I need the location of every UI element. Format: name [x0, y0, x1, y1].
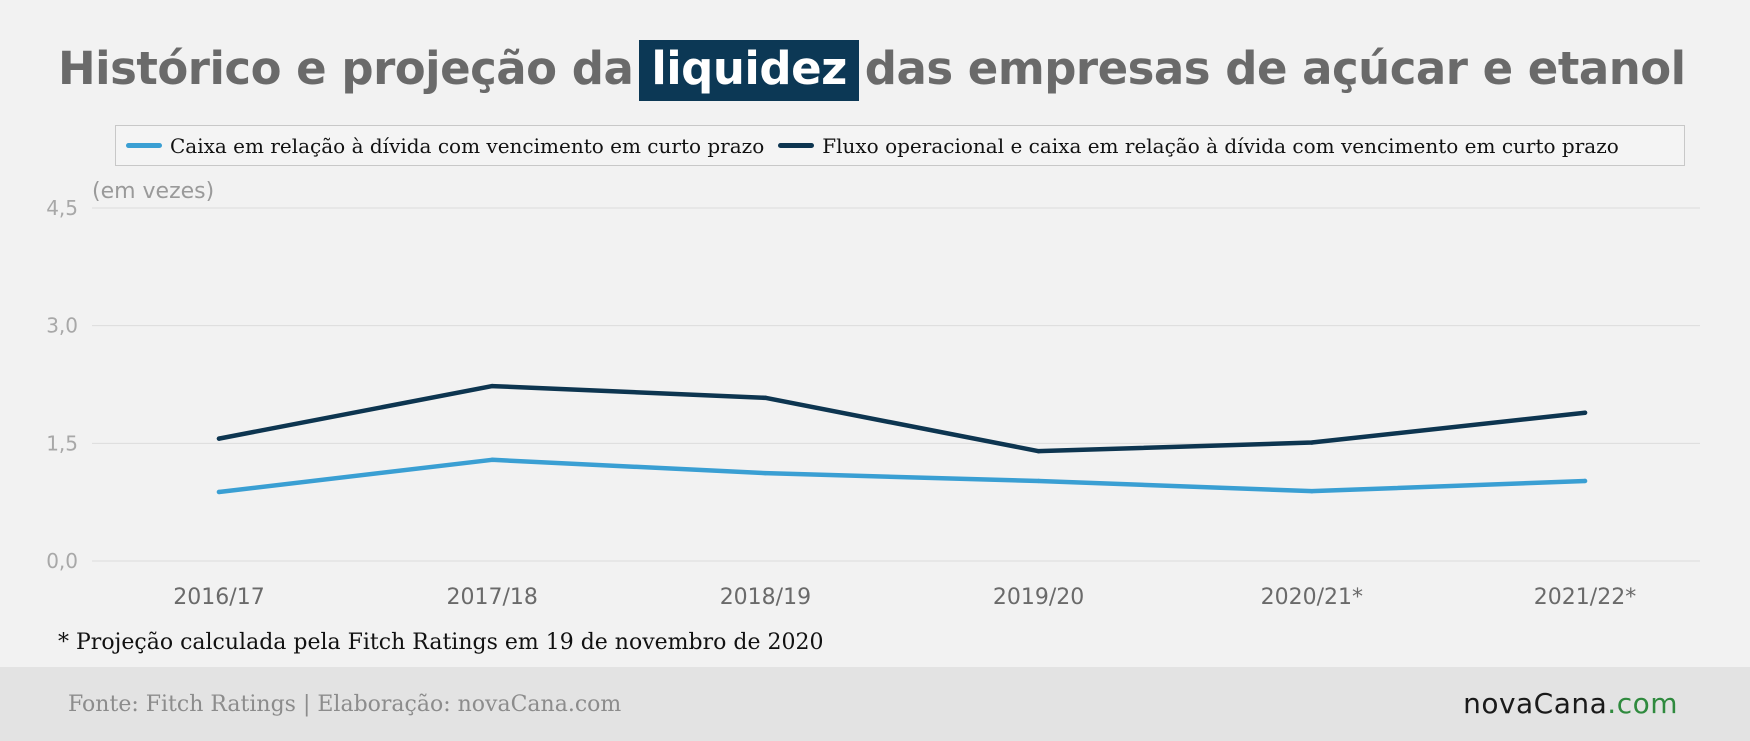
logo-tld-text: .com — [1607, 687, 1678, 720]
series-1-point-3 — [1036, 478, 1041, 484]
legend-label-series-2: Fluxo operacional e caixa em relação à d… — [822, 133, 1619, 158]
legend-label-series-1: Caixa em relação à dívida com vencimento… — [170, 133, 765, 158]
legend-swatch-series-1 — [126, 143, 162, 148]
novacana-logo: novaCana.com — [1463, 687, 1678, 720]
series-2-point-5 — [1582, 410, 1588, 415]
y-axis-unit-label: (em vezes) — [92, 179, 214, 204]
logo-main-text: novaCana — [1463, 687, 1608, 720]
title-text-after: das empresas de açúcar e etanol — [864, 42, 1686, 95]
series-lines — [216, 383, 1588, 495]
series-1-point-4 — [1309, 488, 1315, 494]
x-axis-ticks: 2016/17 2017/18 2018/19 2019/20 2020/21* 2021… — [173, 585, 1636, 610]
x-tick-label-1: 2017/18 — [446, 585, 537, 610]
series-line-1 — [216, 457, 1588, 495]
series-2-point-3 — [1036, 448, 1041, 454]
x-tick-label-3: 2019/20 — [993, 585, 1084, 610]
legend-item-series-2: Fluxo operacional e caixa em relação à d… — [778, 134, 1619, 158]
projection-note: * Projeção calculada pela Fitch Ratings … — [58, 630, 824, 655]
series-line-2 — [216, 383, 1588, 454]
y-tick-label-1: 1,5 — [46, 431, 78, 455]
chart-legend: Caixa em relação à dívida com vencimento… — [115, 125, 1685, 166]
title-highlight: liquidez — [639, 40, 859, 101]
grid-lines — [92, 207, 1700, 562]
series-1-point-2 — [763, 470, 768, 476]
series-1-point-1 — [490, 457, 495, 463]
series-2-point-4 — [1309, 440, 1315, 445]
chart-title: Histórico e projeção da liquidez das empre… — [58, 40, 1686, 101]
series-2-point-1 — [490, 383, 495, 389]
x-tick-label-2: 2018/19 — [720, 585, 811, 610]
y-tick-label-0: 0,0 — [46, 549, 78, 573]
x-tick-label-0: 2016/17 — [173, 585, 264, 610]
source-credit: Fonte: Fitch Ratings | Elaboração: novaC… — [68, 692, 622, 717]
legend-swatch-series-2 — [778, 143, 815, 148]
series-1-point-5 — [1582, 478, 1588, 484]
y-tick-label-2: 3,0 — [46, 314, 78, 338]
footer-bar: Fonte: Fitch Ratings | Elaboração: novaC… — [0, 667, 1750, 741]
series-2-point-2 — [763, 395, 768, 401]
x-tick-label-4: 2020/21* — [1261, 585, 1363, 610]
series-1-point-0 — [216, 489, 222, 495]
x-tick-label-5: 2021/22* — [1534, 585, 1636, 610]
legend-item-series-1: Caixa em relação à dívida com vencimento… — [126, 134, 764, 158]
title-text-before: Histórico e projeção da — [58, 42, 634, 95]
y-axis-ticks: 0,0 1,5 3,0 4,5 — [46, 196, 78, 573]
series-2-point-0 — [216, 436, 222, 441]
y-tick-label-3: 4,5 — [46, 196, 78, 220]
line-chart: (em vezes) 0,01,53,04,5 2016/17 2017/18 20… — [46, 179, 1700, 610]
